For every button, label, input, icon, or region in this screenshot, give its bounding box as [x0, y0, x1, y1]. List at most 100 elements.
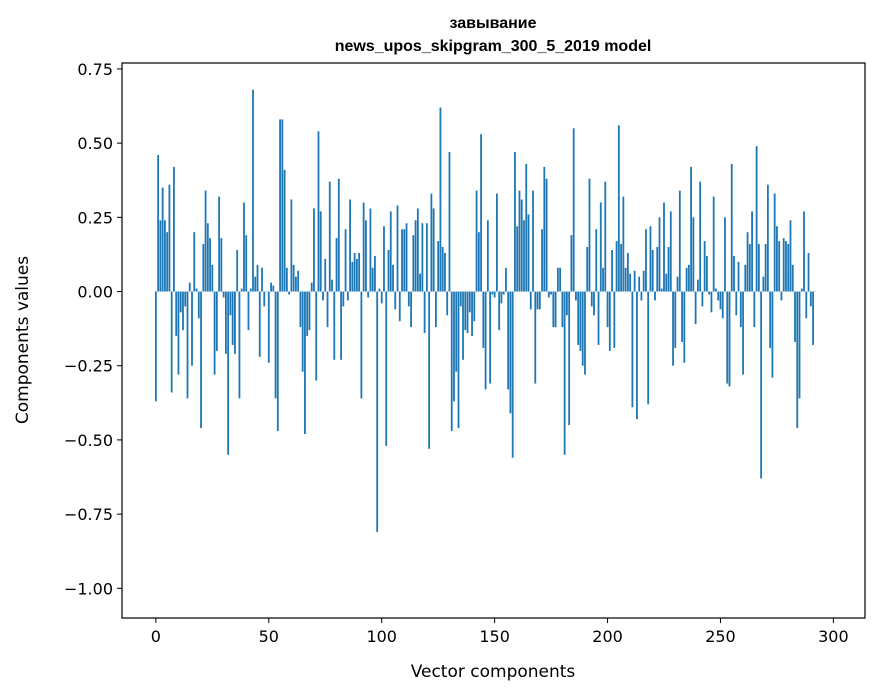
bar-278 — [782, 238, 785, 292]
bar-151 — [495, 193, 498, 292]
bar-105 — [392, 264, 394, 292]
bar-143 — [477, 232, 480, 292]
bar-234 — [683, 291, 686, 363]
bar-16 — [191, 291, 193, 366]
bar-116 — [416, 208, 419, 292]
bar-95 — [369, 208, 372, 292]
bar-20 — [200, 291, 202, 429]
bar-207 — [622, 196, 625, 292]
bar-57 — [283, 169, 286, 292]
bar-213 — [636, 291, 638, 420]
bar-168 — [534, 291, 537, 384]
bar-288 — [805, 291, 808, 319]
bar-154 — [502, 291, 505, 295]
x-tick-label: 300 — [818, 627, 849, 646]
x-tick-label: 100 — [366, 627, 397, 646]
x-tick-label: 50 — [259, 627, 279, 646]
bar-263 — [748, 244, 751, 292]
bar-287 — [803, 211, 805, 292]
bar-187 — [577, 291, 580, 345]
bar-147 — [486, 220, 489, 292]
bar-109 — [401, 229, 403, 292]
bar-179 — [559, 267, 562, 292]
bar-136 — [462, 291, 464, 360]
y-tick-label: −0.25 — [64, 357, 113, 376]
bar-8 — [173, 166, 175, 292]
bar-79 — [333, 291, 336, 360]
plot-frame — [121, 62, 866, 619]
bar-53 — [274, 291, 277, 399]
bar-193 — [590, 291, 593, 307]
bar-252 — [724, 217, 726, 292]
bar-152 — [498, 291, 501, 331]
y-tick-label: 0.00 — [77, 283, 113, 302]
bar-84 — [344, 229, 347, 292]
bar-104 — [389, 211, 392, 292]
bar-78 — [331, 279, 333, 292]
bar-153 — [500, 291, 503, 304]
bar-238 — [692, 217, 695, 292]
x-tick-label: 0 — [151, 627, 161, 646]
bar-91 — [360, 291, 363, 399]
bar-100 — [380, 291, 383, 304]
bar-106 — [394, 291, 397, 310]
bar-72 — [317, 131, 320, 292]
bar-137 — [464, 291, 467, 331]
bar-54 — [276, 291, 279, 432]
bar-210 — [629, 273, 632, 292]
bar-77 — [328, 181, 331, 292]
bar-110 — [403, 229, 406, 292]
bar-177 — [554, 291, 557, 328]
bar-21 — [202, 244, 205, 292]
bar-74 — [322, 291, 324, 301]
bar-285 — [798, 291, 801, 399]
bar-212 — [633, 270, 636, 292]
bar-200 — [606, 291, 609, 328]
bar-206 — [620, 244, 622, 292]
bar-34 — [231, 291, 234, 345]
bar-270 — [764, 244, 767, 292]
bar-129 — [446, 291, 449, 316]
x-axis-label: Vector components — [411, 662, 576, 682]
bar-185 — [572, 128, 575, 292]
bar-214 — [638, 276, 641, 292]
bar-2 — [159, 220, 162, 292]
bar-68 — [308, 291, 311, 331]
bar-230 — [674, 291, 677, 348]
bar-282 — [791, 264, 794, 292]
bar-92 — [362, 202, 365, 292]
bar-277 — [780, 291, 783, 301]
chart-title: завывание — [449, 15, 536, 32]
bar-90 — [358, 252, 361, 292]
bar-186 — [575, 291, 577, 301]
bar-11 — [179, 291, 182, 313]
bar-262 — [746, 232, 749, 292]
bar-22 — [204, 190, 207, 292]
bar-85 — [346, 291, 349, 301]
bar-176 — [552, 291, 555, 328]
bar-96 — [371, 267, 374, 292]
bar-236 — [687, 264, 690, 292]
bar-166 — [529, 291, 532, 310]
bar-265 — [753, 291, 756, 328]
bar-10 — [177, 291, 180, 375]
bar-131 — [450, 291, 453, 432]
bar-67 — [306, 291, 309, 337]
bar-272 — [769, 291, 772, 348]
bar-27 — [215, 291, 218, 351]
bar-182 — [565, 291, 568, 316]
bar-112 — [407, 291, 410, 307]
bars-group — [154, 89, 817, 532]
bar-88 — [353, 252, 356, 292]
y-axis: 0.75 0.50 0.25 0.00 −0.25 −0.50 −0.75 −1.00 — [64, 60, 122, 598]
bar-98 — [376, 291, 379, 532]
bar-35 — [234, 291, 236, 354]
x-tick-label: 150 — [479, 627, 510, 646]
bar-173 — [545, 178, 548, 292]
bar-133 — [455, 291, 458, 372]
bar-229 — [672, 291, 674, 366]
bar-123 — [432, 208, 435, 292]
bar-260 — [742, 291, 744, 375]
bar-169 — [536, 291, 539, 310]
x-tick-label: 200 — [592, 627, 623, 646]
